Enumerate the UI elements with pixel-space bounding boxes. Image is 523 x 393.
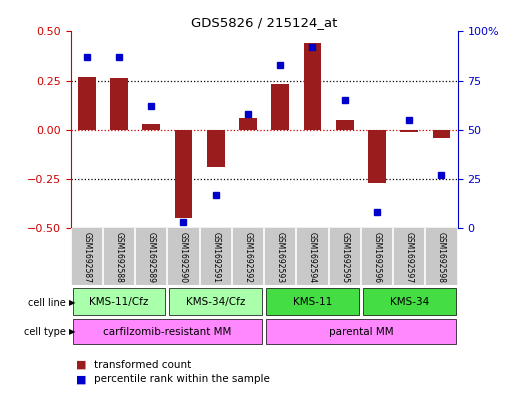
Bar bbox=[175, 130, 192, 218]
Bar bbox=[271, 84, 289, 130]
Text: KMS-34/Cfz: KMS-34/Cfz bbox=[186, 297, 245, 307]
Text: GSM1692591: GSM1692591 bbox=[211, 233, 220, 283]
Bar bbox=[363, 288, 456, 315]
Text: cell type: cell type bbox=[24, 327, 65, 337]
Text: GSM1692597: GSM1692597 bbox=[405, 233, 414, 284]
Bar bbox=[169, 288, 262, 315]
Text: transformed count: transformed count bbox=[94, 360, 191, 370]
Title: GDS5826 / 215124_at: GDS5826 / 215124_at bbox=[191, 16, 337, 29]
Bar bbox=[207, 130, 224, 167]
Text: GSM1692589: GSM1692589 bbox=[147, 233, 156, 283]
Text: parental MM: parental MM bbox=[328, 327, 393, 337]
Text: GSM1692590: GSM1692590 bbox=[179, 233, 188, 284]
Text: percentile rank within the sample: percentile rank within the sample bbox=[94, 374, 270, 384]
Bar bbox=[142, 124, 160, 130]
Text: GSM1692592: GSM1692592 bbox=[244, 233, 253, 283]
Bar bbox=[401, 130, 418, 132]
Text: GSM1692588: GSM1692588 bbox=[115, 233, 123, 283]
Text: ▶: ▶ bbox=[69, 298, 75, 307]
Bar bbox=[368, 130, 386, 183]
Text: ■: ■ bbox=[76, 374, 86, 384]
Bar bbox=[78, 77, 96, 130]
Bar bbox=[266, 319, 456, 344]
Bar bbox=[304, 43, 321, 130]
Bar bbox=[433, 130, 450, 138]
Bar bbox=[110, 78, 128, 130]
Bar bbox=[73, 319, 262, 344]
Bar bbox=[336, 120, 354, 130]
Text: KMS-11/Cfz: KMS-11/Cfz bbox=[89, 297, 149, 307]
Bar bbox=[73, 288, 165, 315]
Text: GSM1692598: GSM1692598 bbox=[437, 233, 446, 283]
Text: GSM1692587: GSM1692587 bbox=[82, 233, 91, 283]
Bar bbox=[239, 118, 257, 130]
Text: GSM1692594: GSM1692594 bbox=[308, 233, 317, 284]
Text: GSM1692593: GSM1692593 bbox=[276, 233, 285, 284]
Text: carfilzomib-resistant MM: carfilzomib-resistant MM bbox=[103, 327, 232, 337]
Text: GSM1692596: GSM1692596 bbox=[372, 233, 381, 284]
Bar bbox=[266, 288, 359, 315]
Text: KMS-34: KMS-34 bbox=[390, 297, 429, 307]
Text: ▶: ▶ bbox=[69, 327, 75, 336]
Text: ■: ■ bbox=[76, 360, 86, 370]
Text: KMS-11: KMS-11 bbox=[293, 297, 332, 307]
Text: GSM1692595: GSM1692595 bbox=[340, 233, 349, 284]
Text: cell line: cell line bbox=[28, 298, 65, 308]
